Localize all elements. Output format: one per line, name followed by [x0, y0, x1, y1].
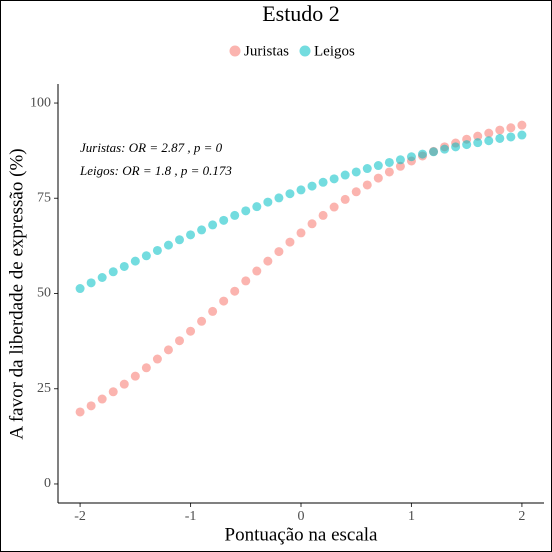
point	[175, 235, 184, 245]
point	[351, 187, 361, 197]
point	[495, 125, 505, 135]
x-tick-label: -1	[185, 509, 197, 524]
point	[186, 326, 196, 336]
point	[219, 215, 229, 225]
point	[152, 354, 162, 364]
point	[506, 132, 516, 142]
point	[119, 261, 129, 271]
point	[186, 230, 196, 240]
point	[296, 185, 306, 195]
point	[163, 345, 173, 355]
y-tick-label: 75	[37, 190, 51, 205]
point	[108, 387, 118, 397]
point	[484, 128, 494, 138]
point	[175, 336, 184, 346]
point	[418, 149, 427, 159]
point	[473, 131, 483, 141]
point	[86, 278, 96, 288]
point	[329, 174, 339, 184]
point	[141, 251, 151, 261]
y-tick-label: 0	[44, 476, 51, 491]
point	[274, 247, 284, 257]
legend-swatch	[299, 45, 311, 57]
point	[296, 228, 306, 238]
chart-title: Estudo 2	[262, 1, 340, 26]
point	[208, 220, 218, 230]
point	[197, 316, 207, 326]
point	[252, 266, 262, 276]
point	[307, 219, 317, 229]
point	[517, 130, 527, 140]
point	[362, 180, 372, 190]
point	[263, 197, 273, 207]
legend-swatch	[229, 45, 241, 57]
point	[230, 286, 240, 296]
point	[208, 306, 218, 316]
point	[395, 161, 405, 171]
point	[108, 267, 118, 277]
point	[86, 401, 96, 411]
point	[429, 147, 439, 157]
point	[252, 202, 262, 212]
point	[75, 284, 85, 294]
point	[373, 173, 383, 183]
point	[340, 170, 350, 180]
point	[307, 181, 317, 191]
legend-label: Juristas	[244, 43, 289, 59]
point	[75, 407, 85, 417]
point	[318, 210, 328, 220]
point	[495, 133, 505, 143]
point	[219, 296, 229, 306]
point	[362, 164, 372, 174]
point	[384, 157, 394, 167]
point	[241, 276, 251, 286]
point	[130, 256, 140, 266]
point	[406, 152, 416, 162]
point	[462, 140, 472, 150]
point	[517, 120, 527, 130]
point	[97, 394, 107, 404]
point	[130, 371, 140, 381]
point	[451, 142, 461, 152]
point	[241, 206, 251, 216]
point	[384, 167, 394, 177]
y-tick-label: 100	[30, 95, 51, 110]
x-tick-label: 0	[298, 509, 305, 524]
point	[119, 379, 129, 389]
point	[329, 202, 339, 212]
legend-label: Leigos	[314, 43, 355, 59]
point	[141, 363, 151, 373]
point	[484, 136, 494, 146]
point	[285, 189, 295, 199]
annotation: Leigos: OR = 1.8 , p = 0.173	[79, 163, 232, 178]
x-tick-label: -2	[74, 509, 86, 524]
point	[152, 245, 162, 255]
point	[274, 193, 284, 203]
point	[97, 273, 107, 283]
x-tick-label: 2	[518, 509, 525, 524]
x-tick-label: 1	[408, 509, 415, 524]
point	[230, 210, 240, 220]
point	[318, 177, 328, 187]
point	[163, 240, 173, 250]
point	[395, 155, 405, 165]
annotation: Juristas: OR = 2.87 , p = 0	[80, 140, 223, 155]
point	[263, 256, 273, 266]
y-tick-label: 50	[37, 286, 51, 301]
x-axis-label: Pontuação na escala	[225, 524, 379, 545]
point	[506, 123, 516, 133]
point	[351, 167, 361, 177]
point	[373, 161, 383, 171]
point	[473, 138, 483, 148]
y-axis-label: A favor da liberdade de expressão (%)	[6, 148, 27, 439]
point	[440, 144, 450, 154]
point	[340, 194, 350, 204]
point	[197, 225, 207, 235]
y-tick-label: 25	[37, 381, 51, 396]
point	[285, 237, 295, 247]
